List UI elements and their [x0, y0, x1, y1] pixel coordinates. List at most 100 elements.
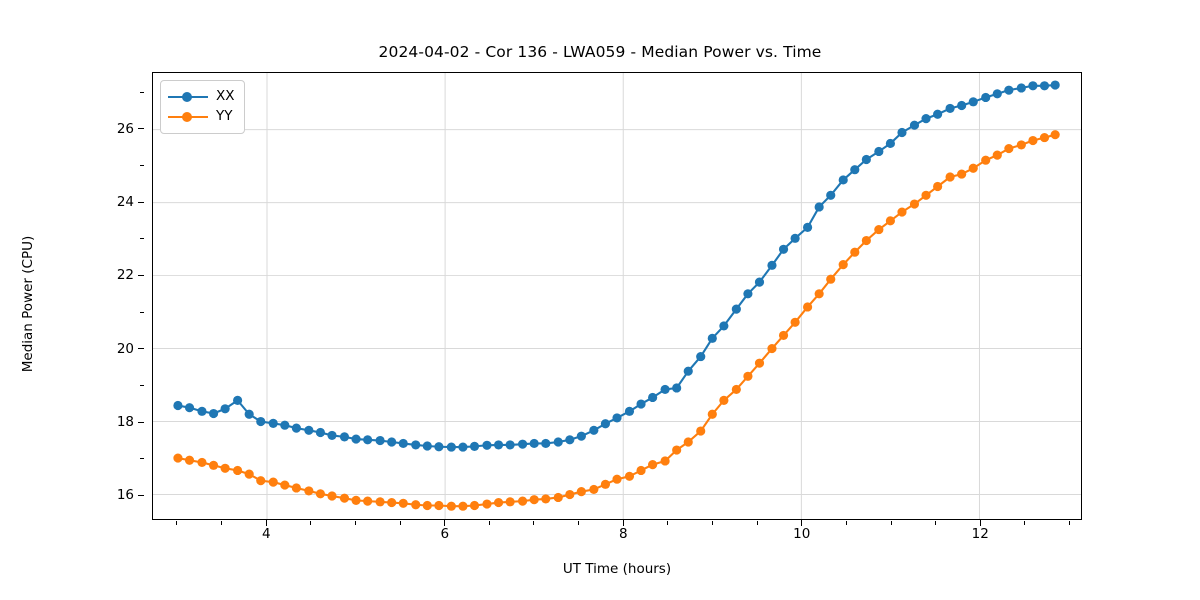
data-point-marker	[743, 371, 753, 381]
data-point-marker	[576, 431, 586, 441]
data-point-marker	[909, 199, 920, 209]
data-point-marker	[767, 343, 777, 354]
data-point-marker	[778, 244, 789, 254]
data-point-marker	[589, 484, 599, 495]
data-point-marker	[1016, 83, 1026, 93]
data-point-marker	[291, 483, 301, 493]
x-minor-tick-mark	[711, 521, 713, 525]
x-minor-tick-mark	[667, 521, 669, 525]
data-point-marker	[529, 495, 539, 505]
data-point-marker	[719, 321, 729, 331]
x-axis-label: UT Time (hours)	[562, 561, 672, 577]
data-point-marker	[909, 120, 920, 130]
data-point-marker	[375, 497, 385, 507]
data-point-marker	[505, 440, 515, 450]
x-minor-tick-mark	[890, 521, 892, 525]
data-point-marker	[696, 426, 706, 436]
data-point-marker	[446, 501, 456, 511]
data-point-marker	[767, 260, 777, 270]
data-point-marker	[660, 456, 670, 466]
data-point-marker	[256, 416, 266, 427]
data-point-marker	[861, 154, 871, 165]
data-point-marker	[553, 492, 563, 503]
data-point-marker	[814, 202, 824, 212]
data-point-marker	[636, 465, 646, 476]
data-point-marker	[624, 471, 635, 481]
data-point-marker	[1050, 130, 1060, 140]
data-point-marker	[874, 224, 884, 235]
data-point-marker	[1004, 143, 1014, 154]
x-tick-label: 6	[440, 526, 450, 542]
data-point-marker	[493, 440, 504, 450]
data-point-marker	[1028, 81, 1038, 91]
data-point-marker	[1039, 133, 1050, 143]
data-point-marker	[861, 235, 871, 246]
x-tick-mark	[444, 520, 446, 526]
data-point-marker	[315, 489, 326, 499]
data-point-marker	[184, 403, 195, 413]
data-point-marker	[992, 150, 1002, 160]
data-point-marker	[280, 420, 290, 430]
x-tick-label: 12	[971, 526, 989, 542]
data-point-marker	[957, 100, 967, 111]
data-point-marker	[339, 432, 350, 442]
data-point-marker	[529, 438, 539, 449]
data-point-marker	[981, 92, 991, 103]
data-point-marker	[220, 404, 230, 414]
x-minor-tick-mark	[845, 521, 847, 525]
data-point-marker	[731, 304, 741, 314]
data-point-marker	[541, 438, 551, 449]
data-point-marker	[850, 247, 860, 257]
data-point-marker	[600, 419, 611, 429]
data-point-marker	[648, 460, 658, 470]
data-point-marker	[422, 441, 432, 451]
y-minor-tick-mark	[140, 384, 144, 386]
legend-marker-icon	[168, 90, 208, 104]
data-point-marker	[636, 399, 646, 409]
x-axis-tick-labels: 4 6 8 10 12	[152, 520, 1082, 548]
data-point-marker	[1028, 135, 1038, 146]
data-point-marker	[434, 442, 444, 452]
data-point-marker	[790, 317, 800, 327]
legend-entry-yy[interactable]: YY	[168, 107, 235, 127]
data-point-marker	[885, 216, 896, 226]
chart-title: 2024-04-02 - Cor 136 - LWA059 - Median P…	[378, 43, 822, 61]
data-point-marker	[244, 469, 254, 479]
data-point-marker	[589, 425, 599, 435]
x-minor-tick-mark	[756, 521, 758, 525]
data-point-marker	[992, 89, 1002, 99]
data-point-marker	[672, 445, 682, 455]
data-point-marker	[565, 435, 575, 445]
data-point-marker	[339, 493, 350, 503]
legend-entry-xx[interactable]: XX	[168, 87, 235, 107]
x-tick-mark	[265, 520, 267, 526]
y-tick-label: 18	[116, 414, 134, 431]
x-minor-tick-mark	[935, 521, 937, 525]
grid-layer	[153, 73, 1081, 519]
x-minor-tick-mark	[1069, 521, 1070, 525]
y-tick-label: 16	[116, 487, 134, 504]
x-tick-mark	[801, 520, 803, 526]
data-point-marker	[197, 406, 207, 416]
data-point-marker	[696, 352, 706, 362]
y-minor-tick-mark	[140, 238, 144, 240]
x-minor-tick-mark	[399, 521, 401, 525]
data-point-marker	[1039, 81, 1050, 91]
data-point-marker	[719, 395, 729, 405]
data-point-marker	[446, 442, 456, 452]
data-point-marker	[790, 233, 800, 243]
data-point-marker	[220, 463, 230, 473]
data-point-marker	[826, 190, 836, 200]
data-point-marker	[897, 207, 907, 217]
x-minor-tick-mark	[310, 521, 312, 525]
data-point-marker	[933, 181, 943, 192]
data-point-marker	[778, 330, 789, 340]
data-point-marker	[683, 437, 693, 447]
x-tick-label: 10	[793, 526, 811, 542]
x-minor-tick-mark	[176, 521, 178, 525]
data-point-marker	[743, 289, 753, 299]
data-point-marker	[565, 489, 575, 500]
data-point-marker	[648, 392, 658, 403]
data-point-marker	[398, 498, 408, 508]
